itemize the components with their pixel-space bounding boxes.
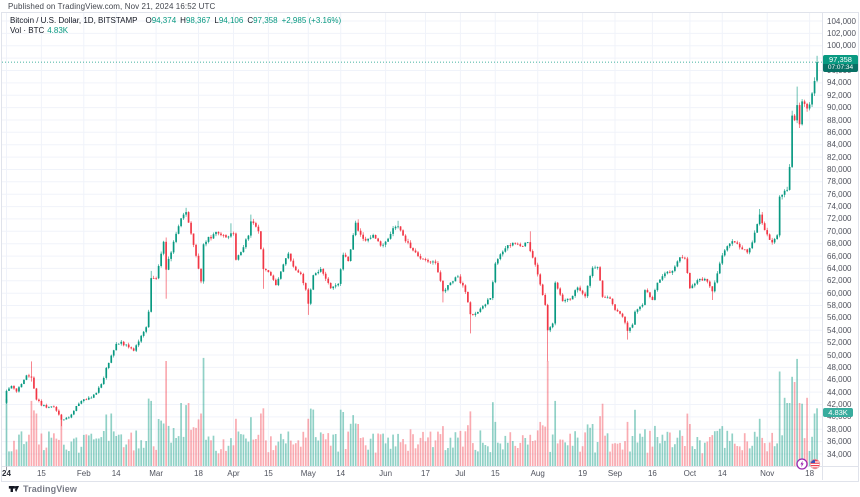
price-axis-label: 52,000: [827, 338, 852, 348]
price-axis-label: 54,000: [827, 325, 852, 335]
time-axis-label: 14: [111, 469, 121, 478]
price-axis-label: 60,000: [827, 288, 852, 298]
ohlc-label: C: [247, 16, 254, 25]
last-price-badge: 97,358 07:07:34: [823, 54, 858, 72]
ohlc-label: L: [214, 16, 219, 25]
price-axis-label: 56,000: [827, 313, 852, 323]
time-axis-label: Jun: [379, 469, 393, 478]
ohlc-value: 97,358: [253, 16, 278, 25]
price-axis-label: 44,000: [827, 387, 852, 397]
time-axis-label: 14: [717, 469, 727, 478]
time-axis-label: Aug: [530, 469, 545, 478]
time-axis-label: 19: [578, 469, 588, 478]
price-axis-label: 94,000: [827, 78, 852, 88]
volume-indicator-value: 4.83K: [47, 26, 69, 35]
price-axis-label: 36,000: [827, 437, 852, 447]
time-axis-label: 15: [490, 469, 500, 478]
price-axis-label: 86,000: [827, 127, 852, 137]
price-axis-label: 50,000: [827, 350, 852, 360]
price-axis-label: 48,000: [827, 362, 852, 372]
price-axis-label: 92,000: [827, 90, 852, 100]
price-axis-label: 42,000: [827, 400, 852, 409]
time-axis-label: 15: [36, 469, 46, 478]
time-axis-label: Oct: [683, 469, 697, 478]
price-axis-label: 90,000: [827, 103, 852, 113]
us-flag-event-icon[interactable]: [809, 457, 821, 470]
time-axis-label: Feb: [76, 469, 91, 478]
time-axis-label: Sep: [607, 469, 623, 478]
price-axis-label: 78,000: [827, 177, 852, 187]
volume-value-badge: 4.83K: [823, 408, 853, 417]
time-axis-label: Apr: [227, 469, 240, 478]
tradingview-attribution[interactable]: TradingView: [8, 483, 77, 495]
price-axis-label: 68,000: [827, 239, 852, 249]
price-axis-label: 46,000: [827, 375, 852, 385]
symbol-row[interactable]: Bitcoin / U.S. Dollar, 1D, BITSTAMP O94,3…: [10, 16, 341, 26]
price-axis-label: 104,000: [827, 16, 856, 26]
ohlc-label: H: [180, 16, 186, 25]
price-axis-label: 38,000: [827, 424, 852, 434]
price-axis-label: 100,000: [827, 41, 856, 51]
time-axis-label: Nov: [760, 469, 775, 478]
ohlc-values: O94,374 H98,367 L94,106 C97,358: [141, 16, 277, 25]
time-axis-label: Jul: [455, 469, 466, 478]
price-axis-label: 74,000: [827, 202, 852, 212]
bar-countdown-timer: 07:07:34: [823, 63, 858, 72]
price-axis-label: 34,000: [827, 449, 852, 459]
price-axis-label: 58,000: [827, 301, 852, 310]
ohlc-label: O: [145, 16, 152, 25]
price-axis-label: 102,000: [827, 28, 856, 38]
price-axis-label: 64,000: [827, 263, 852, 273]
time-axis-label: 18: [805, 469, 815, 478]
price-axis-label: 72,000: [827, 214, 852, 224]
published-line: Published on TradingView.com, Nov 21, 20…: [8, 2, 216, 11]
price-axis-label: 62,000: [827, 276, 852, 286]
change-value: +2,985 (+3.16%): [281, 16, 342, 25]
price-axis-label: 76,000: [827, 189, 852, 199]
calendar-event-icon[interactable]: [796, 457, 808, 470]
price-axis-label: 84,000: [827, 140, 852, 150]
time-axis-label: 15: [263, 469, 273, 478]
time-axis-label: 18: [194, 469, 203, 478]
tradingview-logo-icon: [8, 486, 20, 492]
chart-legend: Bitcoin / U.S. Dollar, 1D, BITSTAMP O94,3…: [10, 16, 341, 36]
time-axis-label: 14: [336, 469, 346, 478]
time-axis-label: Mar: [149, 469, 163, 478]
price-axis-label: 80,000: [827, 165, 852, 174]
price-axis-label: 70,000: [827, 226, 852, 236]
price-axis-label: 82,000: [827, 152, 852, 162]
time-axis-label: 17: [421, 469, 430, 478]
time-axis-label: 16: [647, 469, 657, 478]
volume-row[interactable]: Vol · BTC 4.83K: [10, 26, 341, 36]
last-price-value: 97,358: [823, 54, 858, 64]
volume-indicator-label: Vol · BTC: [10, 26, 45, 35]
tradingview-attribution-label: TradingView: [23, 484, 77, 494]
ohlc-value: 94,106: [218, 16, 244, 25]
ohlc-value: 94,374: [151, 16, 177, 25]
price-axis-label: 66,000: [827, 251, 852, 261]
ohlc-value: 98,367: [185, 16, 211, 25]
time-axis-label: 24: [2, 469, 11, 478]
price-axis-label: 88,000: [827, 115, 852, 125]
symbol-title: Bitcoin / U.S. Dollar, 1D, BITSTAMP: [10, 16, 138, 25]
time-axis-label: May: [300, 469, 316, 478]
